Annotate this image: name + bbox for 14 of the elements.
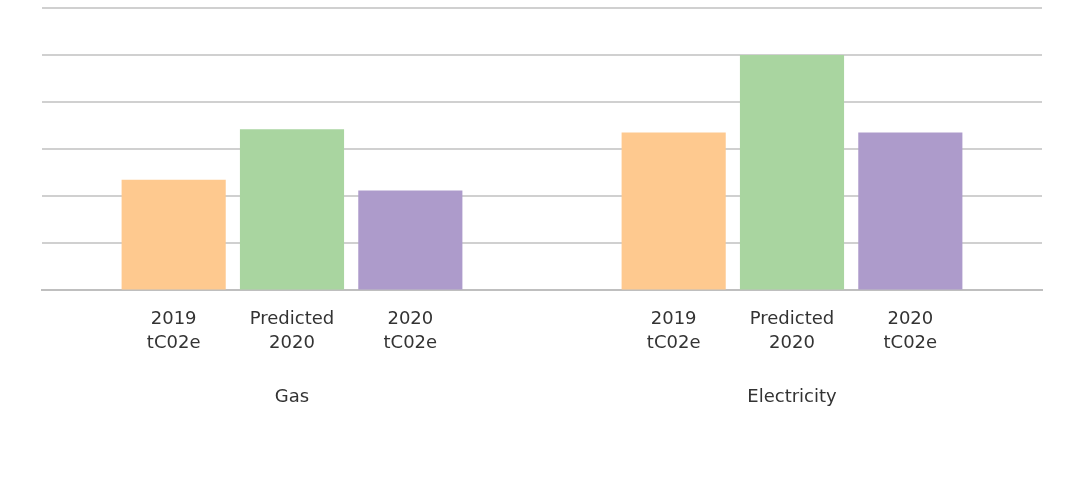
series-label: Predicted 2020 — [249, 307, 335, 353]
bar — [739, 55, 845, 290]
bar — [358, 190, 463, 290]
bar — [121, 179, 226, 290]
x-tick-label: Electricity — [747, 384, 838, 406]
text: Predicted 2020 — [749, 307, 835, 353]
text: 2020 tC02e — [883, 307, 938, 353]
text: 2019 tC02e — [646, 307, 701, 353]
series-label: 2019 tC02e — [146, 307, 201, 353]
x-tick-label: Gas — [274, 384, 310, 406]
bar — [858, 132, 963, 290]
bar — [239, 129, 345, 290]
series-label: 2020 tC02e — [383, 307, 438, 353]
bar — [621, 132, 726, 290]
